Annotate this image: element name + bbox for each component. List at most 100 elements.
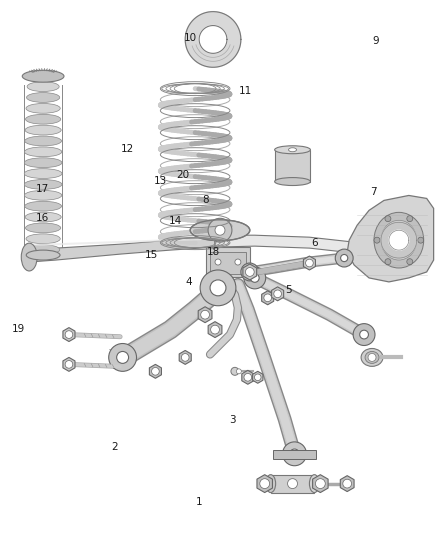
- Circle shape: [264, 294, 272, 302]
- Circle shape: [241, 263, 259, 281]
- Ellipse shape: [25, 212, 61, 222]
- Ellipse shape: [26, 234, 60, 244]
- Circle shape: [407, 216, 413, 222]
- Polygon shape: [29, 237, 215, 262]
- Text: 16: 16: [36, 213, 49, 223]
- Text: 8: 8: [203, 195, 209, 205]
- Polygon shape: [304, 256, 315, 270]
- Bar: [210, 252, 246, 274]
- Ellipse shape: [21, 243, 37, 271]
- Circle shape: [65, 360, 73, 368]
- Circle shape: [360, 330, 368, 339]
- Ellipse shape: [25, 147, 62, 157]
- Circle shape: [244, 267, 266, 289]
- Circle shape: [418, 237, 424, 243]
- Text: 10: 10: [184, 33, 197, 43]
- Circle shape: [251, 273, 259, 282]
- Ellipse shape: [374, 212, 424, 268]
- Ellipse shape: [27, 93, 60, 102]
- Polygon shape: [347, 196, 434, 282]
- Ellipse shape: [25, 136, 61, 146]
- Ellipse shape: [27, 82, 59, 92]
- Circle shape: [335, 249, 353, 267]
- Text: 13: 13: [154, 176, 167, 185]
- Ellipse shape: [289, 148, 297, 152]
- Circle shape: [200, 270, 236, 306]
- Ellipse shape: [25, 190, 62, 200]
- Circle shape: [211, 325, 219, 334]
- Polygon shape: [179, 351, 191, 365]
- Bar: [273, 450, 316, 459]
- Polygon shape: [253, 372, 263, 383]
- Circle shape: [201, 310, 209, 319]
- Bar: [206, 247, 250, 277]
- Circle shape: [152, 368, 159, 375]
- Circle shape: [315, 479, 325, 489]
- Ellipse shape: [24, 168, 62, 179]
- Circle shape: [215, 225, 225, 235]
- Circle shape: [274, 290, 282, 297]
- Polygon shape: [243, 264, 257, 280]
- Text: 5: 5: [285, 285, 292, 295]
- Circle shape: [181, 353, 189, 361]
- Ellipse shape: [24, 180, 62, 189]
- Polygon shape: [261, 291, 274, 305]
- Ellipse shape: [309, 475, 319, 492]
- Circle shape: [385, 216, 391, 222]
- Ellipse shape: [275, 177, 311, 185]
- Text: 3: 3: [229, 415, 235, 425]
- Circle shape: [343, 479, 352, 488]
- Text: 11: 11: [238, 86, 252, 95]
- Polygon shape: [185, 12, 241, 67]
- Ellipse shape: [25, 223, 61, 233]
- Circle shape: [208, 219, 232, 242]
- Text: 19: 19: [12, 324, 25, 334]
- Circle shape: [231, 367, 239, 375]
- Ellipse shape: [27, 245, 60, 255]
- Ellipse shape: [25, 125, 61, 135]
- Polygon shape: [313, 475, 328, 492]
- Ellipse shape: [25, 115, 61, 124]
- Polygon shape: [63, 328, 75, 342]
- Circle shape: [283, 442, 307, 466]
- Circle shape: [65, 331, 73, 338]
- Polygon shape: [272, 287, 284, 301]
- Polygon shape: [257, 475, 272, 492]
- Circle shape: [288, 479, 297, 489]
- Polygon shape: [215, 235, 389, 259]
- Circle shape: [368, 353, 376, 361]
- Ellipse shape: [22, 70, 64, 82]
- Circle shape: [215, 259, 221, 265]
- Circle shape: [235, 259, 241, 265]
- Ellipse shape: [275, 146, 311, 154]
- Text: 20: 20: [177, 171, 190, 180]
- Circle shape: [341, 254, 348, 262]
- Circle shape: [353, 324, 375, 345]
- Ellipse shape: [26, 250, 60, 260]
- Circle shape: [245, 268, 254, 276]
- Polygon shape: [199, 26, 227, 53]
- Circle shape: [109, 343, 137, 372]
- Bar: [271, 475, 314, 492]
- Text: 9: 9: [372, 36, 379, 46]
- Circle shape: [260, 479, 270, 489]
- Ellipse shape: [361, 349, 383, 366]
- Circle shape: [117, 351, 129, 364]
- Circle shape: [210, 280, 226, 296]
- Circle shape: [254, 374, 261, 381]
- Circle shape: [246, 269, 253, 276]
- Polygon shape: [198, 307, 212, 322]
- Ellipse shape: [24, 158, 62, 167]
- Text: 7: 7: [370, 188, 377, 197]
- Ellipse shape: [26, 103, 60, 113]
- Ellipse shape: [381, 220, 417, 260]
- Circle shape: [244, 374, 252, 381]
- Text: 4: 4: [185, 277, 192, 287]
- Polygon shape: [208, 321, 222, 337]
- Polygon shape: [381, 222, 417, 258]
- Ellipse shape: [266, 475, 276, 492]
- Polygon shape: [242, 370, 254, 384]
- Text: 14: 14: [169, 216, 182, 227]
- Circle shape: [237, 369, 241, 374]
- Circle shape: [385, 259, 391, 265]
